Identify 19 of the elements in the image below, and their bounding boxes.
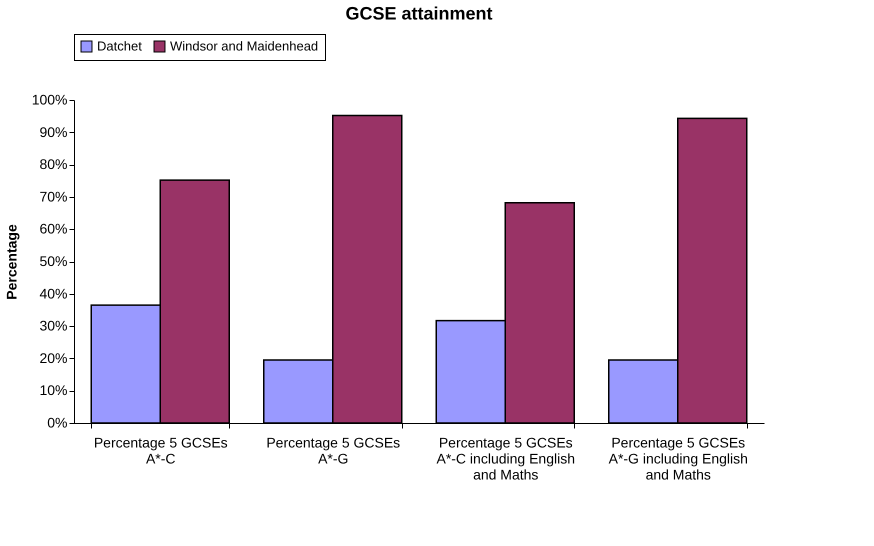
y-tick-label: 50%: [39, 253, 68, 269]
chart-title: GCSE attainment: [345, 4, 493, 24]
y-tick-label: 90%: [39, 124, 68, 140]
legend-label: Windsor and Maidenhead: [170, 38, 318, 54]
y-tick-label: 70%: [39, 188, 68, 204]
y-tick-label: 30%: [39, 318, 68, 334]
y-tick-label: 60%: [39, 220, 68, 237]
y-tick-label: 100%: [32, 92, 68, 108]
y-tick-label: 80%: [39, 156, 68, 172]
x-tick-label: Percentage 5 GCSEs A*-C including English and Maths: [436, 434, 576, 482]
y-tick-label: 10%: [39, 382, 68, 398]
y-axis-title: Percentage: [4, 224, 20, 300]
x-tick-label: Percentage 5 GCSEs A*-C: [94, 434, 228, 466]
legend-label: Datchet: [97, 38, 142, 54]
x-tick-label: Percentage 5 GCSEs A*-G: [266, 434, 400, 466]
x-tick-label: Percentage 5 GCSEs A*-G including English and Maths: [608, 434, 748, 482]
y-tick-label: 20%: [39, 350, 68, 366]
y-tick-label: 40%: [39, 285, 68, 302]
y-tick-label: 0%: [47, 414, 68, 430]
